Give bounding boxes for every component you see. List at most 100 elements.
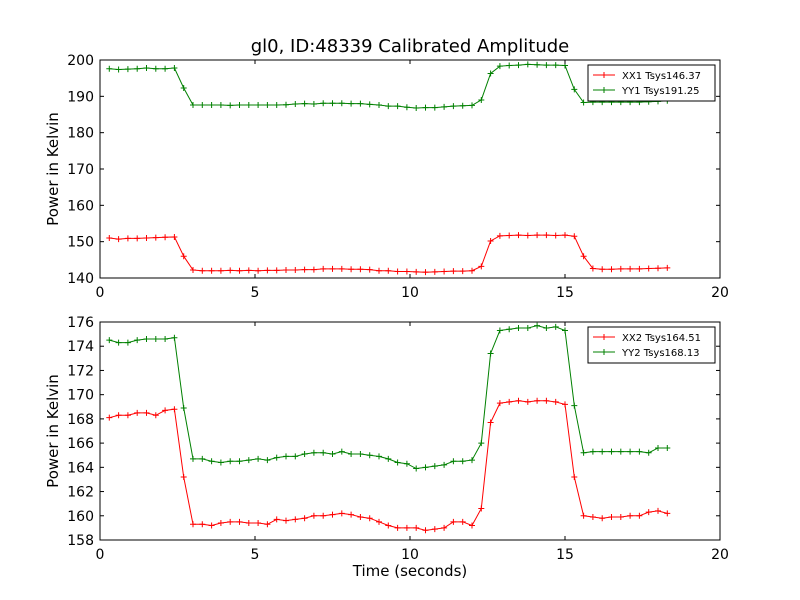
data-point	[571, 402, 578, 409]
data-point	[431, 526, 438, 533]
data-point	[134, 65, 141, 72]
data-point	[422, 104, 429, 111]
data-point	[348, 266, 355, 273]
data-point	[571, 86, 578, 93]
data-point	[441, 103, 448, 110]
data-point	[645, 509, 652, 516]
data-point	[515, 397, 522, 404]
data-point	[645, 449, 652, 456]
data-point	[589, 448, 596, 455]
data-point	[208, 458, 215, 465]
data-point	[236, 267, 243, 274]
data-point	[217, 267, 224, 274]
data-point	[338, 100, 345, 107]
data-point	[394, 103, 401, 110]
series-xx1	[106, 232, 671, 276]
data-point	[310, 512, 317, 519]
data-point	[506, 398, 513, 405]
series-yy2	[106, 322, 671, 472]
data-point	[264, 457, 271, 464]
data-point	[320, 265, 327, 272]
data-point	[636, 448, 643, 455]
data-point	[273, 516, 280, 523]
data-point	[450, 518, 457, 525]
data-point	[152, 412, 159, 419]
x-tick-label: 15	[556, 285, 574, 301]
data-point	[543, 397, 550, 404]
data-point	[245, 520, 252, 527]
data-point	[329, 265, 336, 272]
data-point	[450, 268, 457, 275]
data-point	[310, 100, 317, 107]
data-point	[506, 326, 513, 333]
data-point	[357, 451, 364, 458]
data-point	[124, 66, 131, 73]
data-point	[152, 65, 159, 72]
data-point	[469, 522, 475, 529]
data-point	[245, 457, 252, 464]
data-point	[264, 521, 271, 528]
data-point	[543, 325, 550, 332]
data-point	[478, 505, 485, 512]
data-point	[376, 267, 382, 274]
data-point	[562, 232, 568, 239]
data-point	[599, 448, 606, 455]
data-point	[171, 233, 178, 240]
data-point	[515, 62, 522, 69]
data-point	[236, 458, 243, 465]
data-point	[236, 102, 243, 109]
data-point	[190, 102, 196, 109]
data-point	[385, 103, 392, 110]
data-point	[162, 65, 169, 72]
data-point	[366, 266, 373, 273]
data-point	[171, 334, 178, 341]
data-point	[162, 335, 169, 342]
data-point	[459, 458, 466, 465]
y-tick-label: 150	[67, 235, 94, 251]
data-point	[469, 457, 475, 464]
data-point	[478, 263, 485, 270]
data-point	[617, 265, 624, 272]
data-point	[143, 64, 150, 71]
data-point	[515, 325, 522, 332]
data-point	[645, 265, 652, 272]
x-tick-label: 0	[96, 285, 105, 301]
data-point	[338, 510, 345, 517]
data-point	[487, 419, 494, 426]
data-point	[199, 102, 206, 109]
y-tick-label: 200	[67, 53, 94, 69]
data-point	[431, 268, 438, 275]
y-tick-label: 176	[67, 315, 94, 331]
data-point	[366, 452, 373, 459]
data-point	[283, 101, 289, 108]
y-tick-label: 170	[67, 162, 94, 178]
legend-entry: YY2 Tsys168.13	[621, 348, 700, 359]
chart-title: gl0, ID:48339 Calibrated Amplitude	[251, 36, 570, 57]
data-point	[589, 513, 596, 520]
data-point	[487, 237, 494, 244]
legend-entry: XX2 Tsys164.51	[622, 333, 701, 344]
data-point	[478, 440, 485, 447]
data-point	[450, 458, 457, 465]
data-point	[552, 323, 559, 330]
data-point	[552, 398, 559, 405]
data-point	[115, 339, 122, 346]
data-point	[124, 412, 131, 419]
data-point	[171, 406, 178, 413]
data-point	[283, 517, 289, 524]
data-point	[338, 265, 345, 272]
data-point	[496, 63, 503, 70]
data-point	[580, 512, 587, 519]
data-point	[180, 404, 187, 411]
data-point	[152, 335, 159, 342]
data-point	[413, 268, 420, 275]
series-xx2	[106, 397, 671, 534]
data-point	[580, 449, 587, 456]
data-point	[301, 100, 308, 107]
data-point	[450, 103, 457, 110]
data-point	[320, 100, 327, 107]
data-point	[487, 350, 494, 357]
legend: XX1 Tsys146.37 YY1 Tsys191.25	[587, 64, 716, 102]
data-point	[124, 235, 131, 242]
